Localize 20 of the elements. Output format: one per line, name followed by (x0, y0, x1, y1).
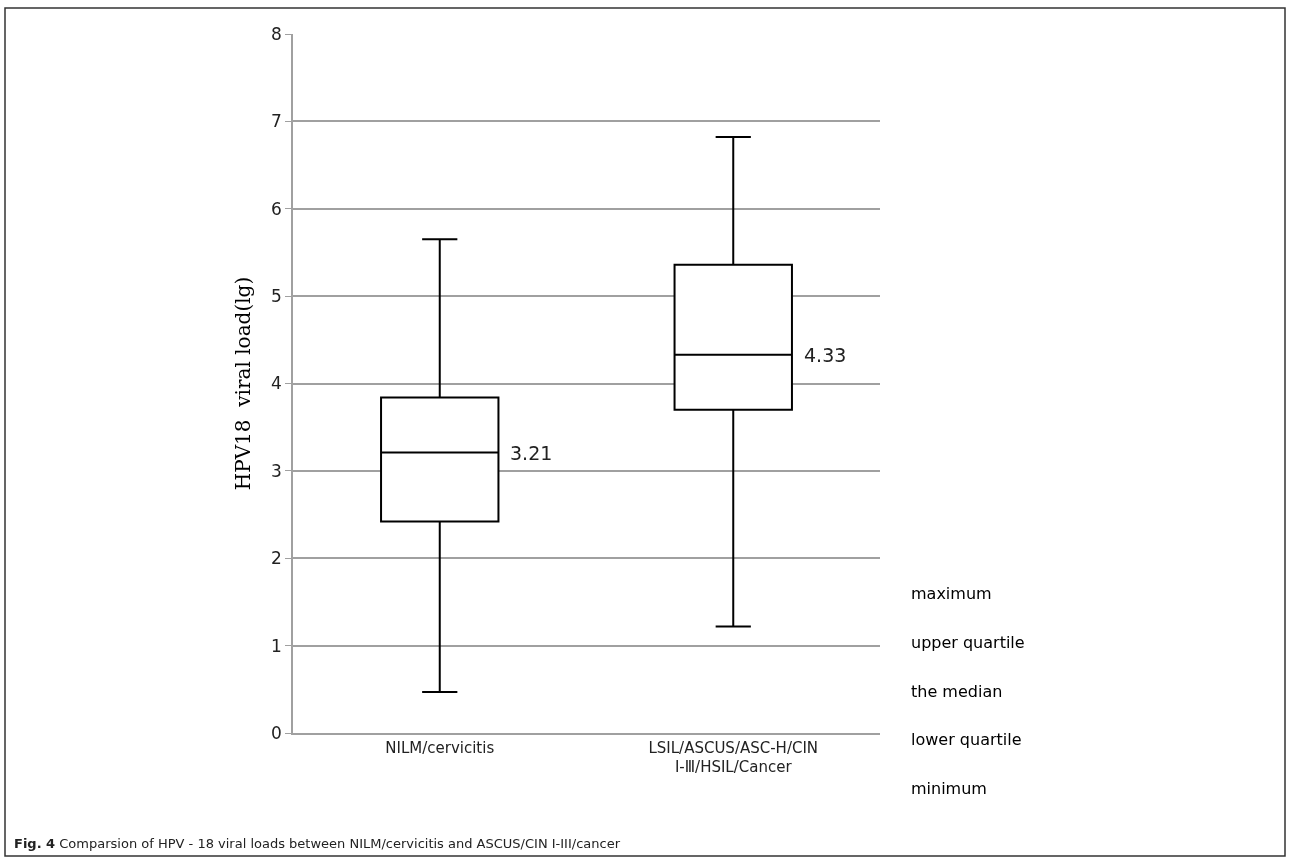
caption: Fig. 4 Comparsion of HPV - 18 viral loads between NILM/cervicitis and ASCUS/CIN I-III/cancer (14, 836, 621, 851)
y-tick-label: 2 (271, 548, 282, 569)
y-tick-label: 8 (271, 23, 282, 44)
y-tick-label: 3 (271, 460, 282, 481)
text: the median (911, 682, 1003, 701)
y-tick-label: 1 (271, 635, 282, 656)
y-axis-title: HPV18 viral load(lg) (231, 276, 256, 491)
y-tick-label: 0 (271, 722, 282, 743)
x-tick-label: LSIL/ASCUS/ASC-H/CIN Ⅰ-Ⅲ/HSIL/Cancer (648, 738, 819, 777)
y-tick-label: 6 (271, 198, 282, 219)
text: minimum (911, 779, 987, 798)
text: maximum (911, 584, 992, 603)
text: upper quartile (911, 633, 1025, 652)
text: lower quartile (911, 730, 1022, 749)
annotation: 3.21 (510, 442, 553, 464)
y-tick-label: 5 (271, 286, 282, 307)
y-tick-label: 4 (271, 373, 282, 394)
y-tick-label: 7 (271, 111, 282, 132)
x-tick-label: NILM/cervicitis (385, 738, 495, 757)
annotation: 4.33 (804, 344, 847, 366)
